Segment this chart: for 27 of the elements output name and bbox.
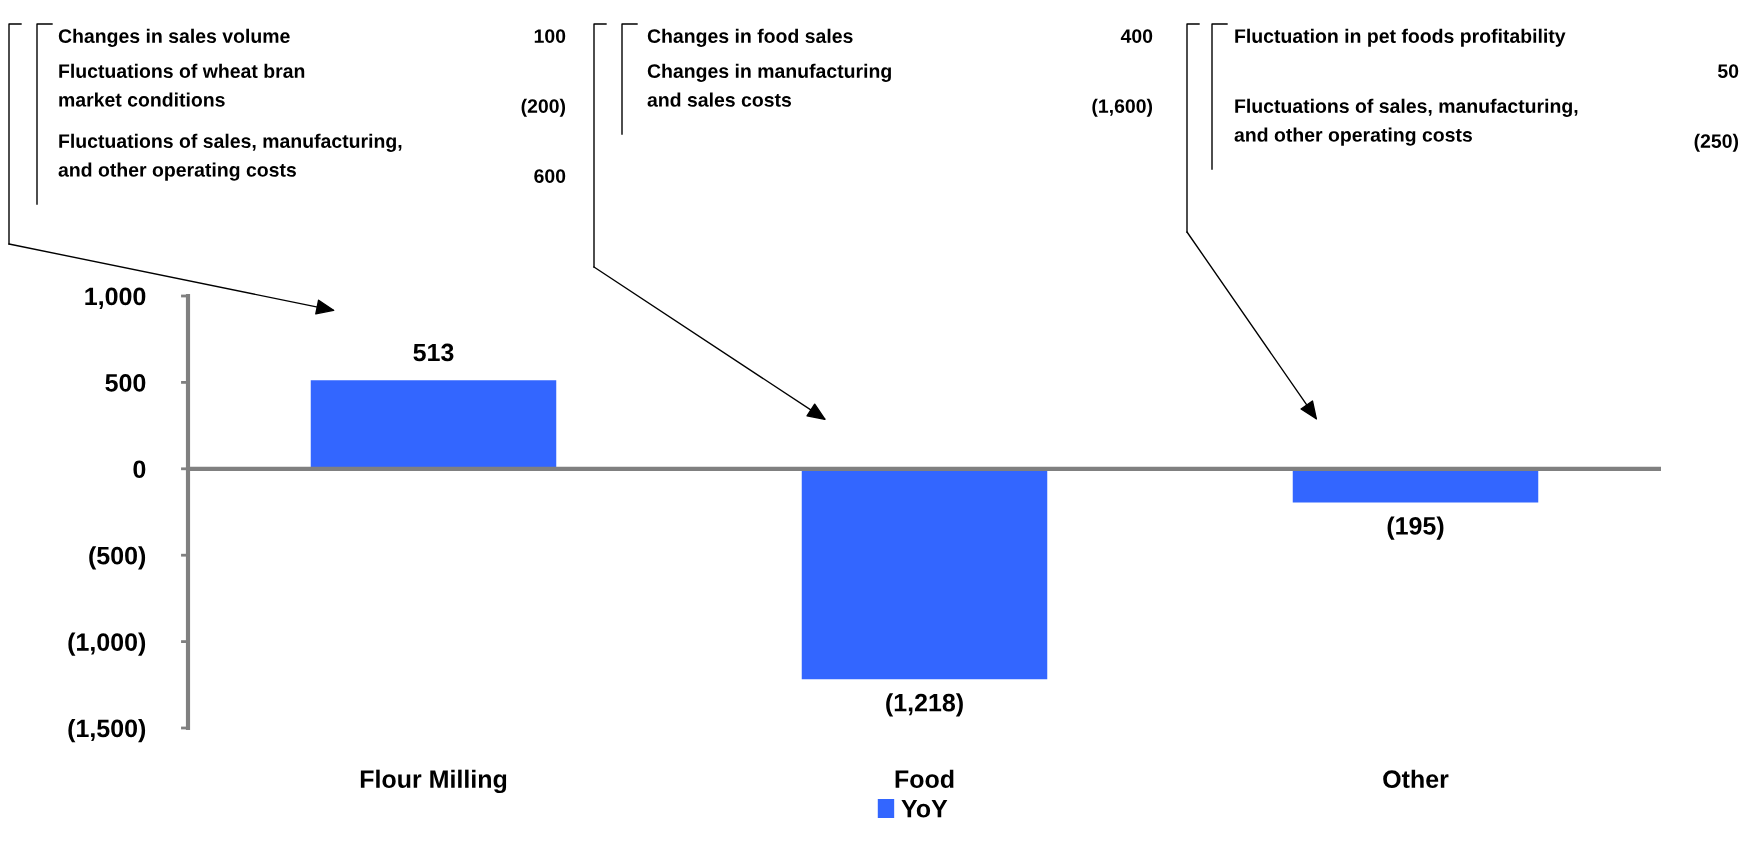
text: Fluctuation in pet foods profitability: [1235, 28, 1566, 47]
x-tick-label: Flour Milling: [360, 769, 507, 794]
x-tick-label: Food: [895, 769, 954, 789]
y-tick-label: (1,500): [68, 718, 146, 743]
y-tick-label: (500): [89, 546, 146, 570]
text: Changes in sales volume: [58, 28, 290, 47]
text: Fluctuations of sales, manufacturing, and other operating costs: [1234, 98, 1578, 146]
data-label: (195): [1387, 516, 1444, 540]
text: Changes in food sales: [647, 28, 853, 47]
data-label: 513: [413, 343, 454, 362]
text: (200): [521, 98, 566, 117]
text: Fluctuations of wheat bran market conditions: [59, 63, 305, 107]
y-tick-label: (1,000): [68, 632, 146, 656]
text: (250): [1694, 133, 1739, 152]
text: 100: [534, 29, 566, 43]
data-label: (1,218): [886, 693, 963, 717]
y-tick-label: 0: [133, 460, 146, 479]
text: Fluctuations of sales, manufacturing, and other operating costs: [58, 133, 402, 181]
y-tick-label: 1,000: [85, 287, 146, 309]
x-tick-label: Other: [1383, 769, 1449, 789]
text: 400: [1120, 29, 1153, 43]
text: 600: [534, 169, 566, 183]
y-tick-label: 500: [105, 374, 146, 392]
legend-label: YoY: [901, 800, 948, 818]
text: (1,600): [1092, 98, 1153, 117]
text: 50: [1717, 64, 1739, 78]
text: Changes in manufacturing and sales costs: [647, 63, 891, 107]
